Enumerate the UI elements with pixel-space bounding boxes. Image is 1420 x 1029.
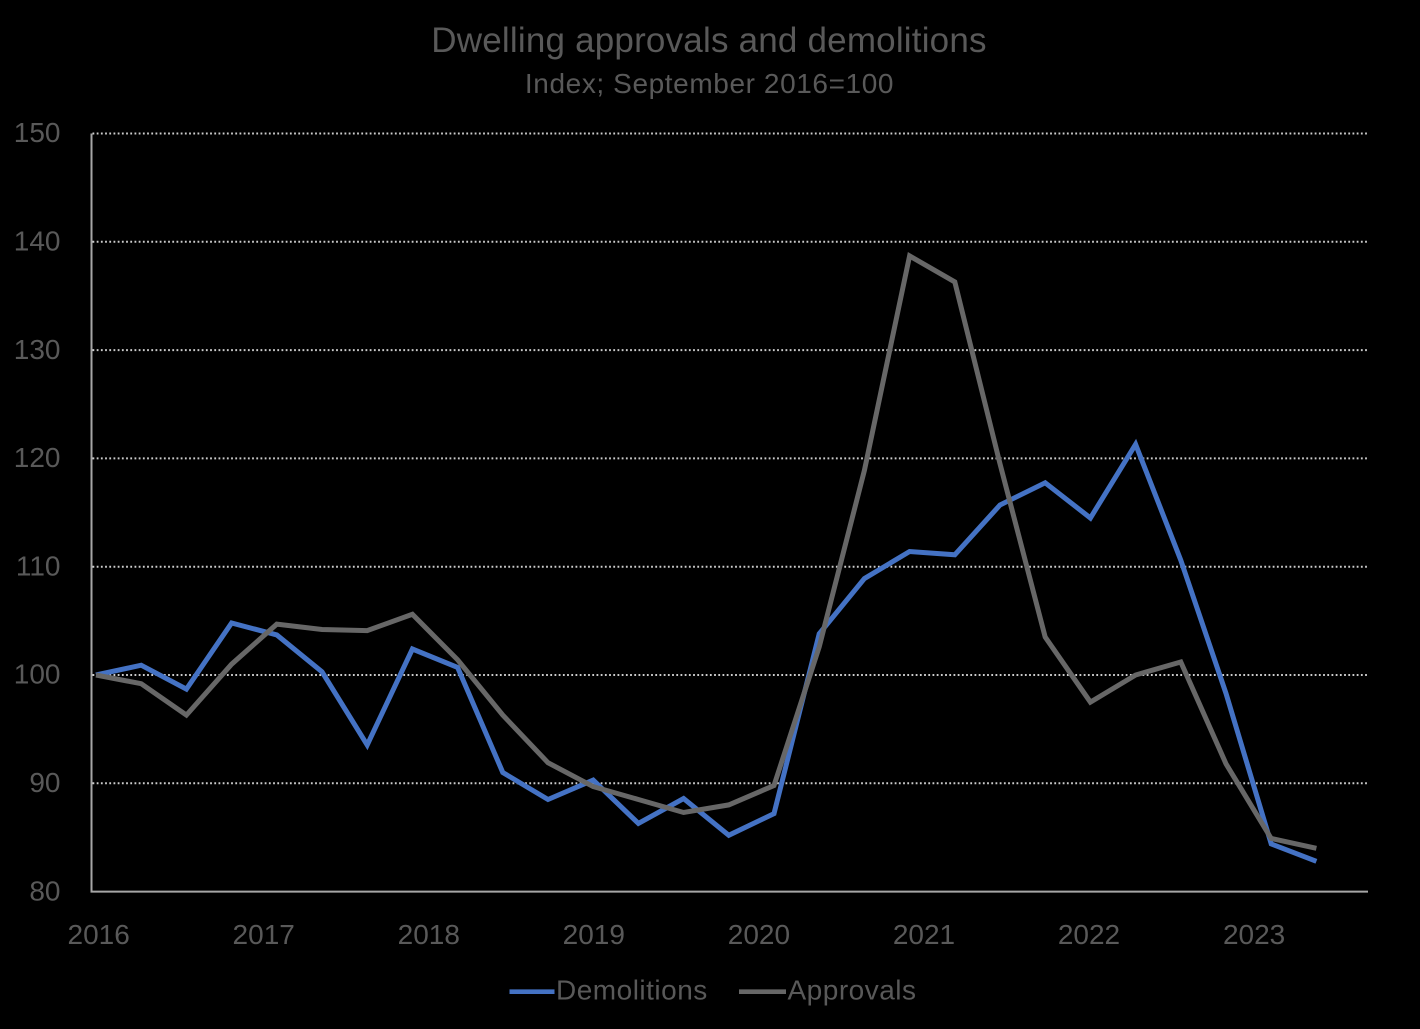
svg-text:Approvals: Approvals	[788, 974, 917, 1005]
svg-text:Index; September 2016=100: Index; September 2016=100	[525, 68, 894, 99]
svg-text:2016: 2016	[68, 919, 130, 950]
svg-text:Dwelling approvals and demolit: Dwelling approvals and demolitions	[431, 21, 986, 60]
svg-text:140: 140	[14, 226, 61, 257]
svg-text:2018: 2018	[398, 919, 460, 950]
svg-text:2021: 2021	[893, 919, 955, 950]
svg-text:110: 110	[16, 550, 61, 581]
svg-text:150: 150	[14, 117, 61, 148]
svg-text:100: 100	[14, 659, 61, 690]
svg-text:90: 90	[29, 767, 60, 798]
svg-text:120: 120	[14, 442, 61, 473]
svg-text:2017: 2017	[233, 919, 295, 950]
svg-text:80: 80	[29, 875, 60, 906]
svg-text:130: 130	[14, 334, 61, 365]
svg-text:2019: 2019	[563, 919, 625, 950]
svg-text:2022: 2022	[1058, 919, 1120, 950]
svg-text:2020: 2020	[728, 919, 790, 950]
svg-text:Demolitions: Demolitions	[556, 974, 708, 1005]
svg-text:2023: 2023	[1223, 919, 1285, 950]
